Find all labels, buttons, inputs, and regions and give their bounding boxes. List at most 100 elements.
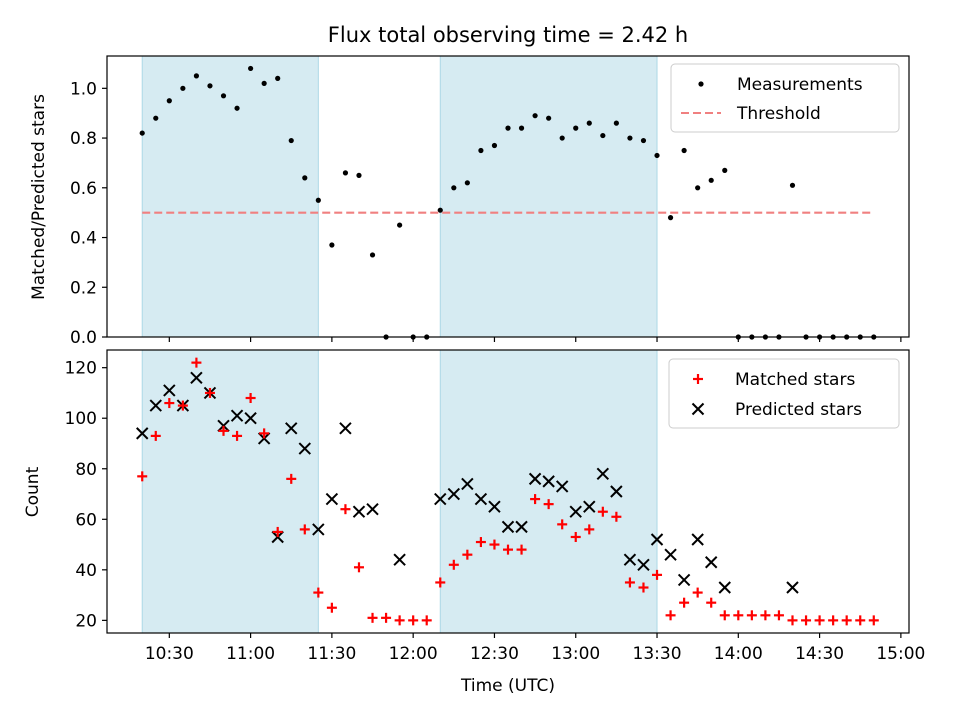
matched-stars-point bbox=[435, 577, 446, 588]
measurement-point bbox=[518, 125, 525, 131]
legend-matched-label: Matched stars bbox=[735, 370, 855, 390]
matched-stars-point bbox=[299, 524, 310, 535]
matched-stars-point bbox=[326, 602, 337, 613]
predicted-stars-point bbox=[230, 409, 244, 422]
predicted-stars-point bbox=[718, 581, 731, 594]
x-tick-label: 12:00 bbox=[389, 644, 438, 664]
matched-stars-point bbox=[706, 597, 717, 608]
measurement-point bbox=[356, 172, 362, 178]
matched-stars-point bbox=[448, 559, 459, 570]
predicted-stars-point bbox=[271, 530, 284, 544]
matched-stars-point bbox=[503, 544, 513, 555]
predicted-stars-point bbox=[488, 500, 501, 513]
matched-stars-point bbox=[868, 615, 879, 626]
predicted-stars-point bbox=[366, 502, 379, 516]
predicted-stars-point bbox=[434, 492, 447, 506]
top-legend: Measurements Threshold bbox=[670, 63, 900, 133]
legend-threshold-label: Threshold bbox=[736, 104, 821, 124]
measurement-point bbox=[342, 170, 349, 176]
matched-stars-point bbox=[665, 610, 676, 621]
y-tick-label: 0.2 bbox=[70, 278, 97, 298]
matched-stars-point bbox=[137, 471, 148, 482]
measurement-point bbox=[478, 147, 484, 154]
y-tick-label: 20 bbox=[75, 611, 97, 631]
measurement-point bbox=[248, 65, 254, 72]
matched-stars-point bbox=[801, 615, 812, 626]
predicted-stars-point bbox=[393, 553, 406, 566]
measurement-point bbox=[451, 185, 457, 191]
matched-stars-point bbox=[597, 506, 608, 517]
y-tick-label: 1.0 bbox=[70, 79, 97, 99]
legend-matched-marker bbox=[693, 374, 703, 384]
legend-measurements-marker bbox=[698, 81, 704, 87]
predicted-stars-point bbox=[664, 548, 677, 561]
measurement-point bbox=[613, 120, 619, 126]
x-tick-label: 13:00 bbox=[551, 644, 600, 664]
predicted-stars-point bbox=[298, 442, 311, 455]
measurement-point bbox=[722, 167, 728, 173]
predicted-stars-point bbox=[149, 399, 162, 412]
matched-stars-point bbox=[353, 562, 364, 573]
measurement-point bbox=[275, 75, 281, 81]
matched-stars-point bbox=[272, 526, 283, 537]
matched-stars-point bbox=[421, 615, 432, 626]
y-tick-label: 0.8 bbox=[70, 129, 97, 149]
measurement-point bbox=[681, 147, 687, 154]
measurement-point bbox=[261, 80, 267, 86]
bottom-y-axis-ticks: 20 40 60 80 100 120 bbox=[65, 359, 107, 631]
matched-stars-point bbox=[218, 425, 229, 436]
matched-stars-point bbox=[191, 357, 202, 368]
measurement-point bbox=[153, 115, 159, 121]
predicted-stars-point bbox=[461, 477, 474, 491]
measurement-point bbox=[640, 137, 647, 144]
x-tick-label: 11:00 bbox=[226, 644, 275, 664]
measurement-point bbox=[220, 93, 227, 99]
matched-stars-point bbox=[611, 511, 622, 522]
measurement-point bbox=[654, 152, 660, 159]
matched-stars-point bbox=[679, 597, 690, 608]
top-legend-box bbox=[670, 63, 900, 133]
matched-stars-point bbox=[259, 428, 270, 439]
measurement-point bbox=[139, 130, 145, 136]
predicted-stars-point bbox=[312, 523, 325, 536]
matched-stars-point bbox=[841, 615, 852, 626]
matched-stars-point bbox=[760, 610, 771, 621]
x-tick-label: 10:30 bbox=[145, 644, 194, 664]
predicted-stars-point bbox=[501, 520, 515, 534]
measurement-point bbox=[369, 252, 376, 258]
predicted-stars-point bbox=[528, 472, 542, 486]
predicted-stars-point bbox=[542, 475, 555, 488]
measurement-point bbox=[559, 135, 565, 141]
predicted-stars-point bbox=[623, 553, 637, 566]
bottom-y-axis-label: Count bbox=[23, 466, 43, 517]
bottom-data-marks bbox=[136, 357, 879, 626]
shaded-interval bbox=[439, 55, 658, 338]
matched-stars-point bbox=[245, 393, 256, 404]
matched-stars-point bbox=[150, 430, 161, 441]
top-panel: 0.0 0.2 0.4 0.6 0.8 1.0 Matched/Predicted sta… bbox=[29, 55, 910, 348]
predicted-stars-point bbox=[515, 520, 528, 534]
bottom-axes-frame bbox=[106, 349, 910, 634]
predicted-stars-point bbox=[257, 432, 271, 445]
matched-stars-point bbox=[652, 569, 663, 580]
y-tick-label: 120 bbox=[65, 359, 97, 379]
measurement-point bbox=[695, 185, 701, 191]
x-tick-label: 12:30 bbox=[470, 644, 519, 664]
chart-title: Flux total observing time = 2.42 h bbox=[328, 23, 688, 47]
measurement-point bbox=[180, 85, 186, 91]
y-tick-label: 80 bbox=[75, 460, 97, 480]
predicted-stars-point bbox=[596, 467, 610, 481]
matched-stars-point bbox=[624, 577, 635, 588]
x-axis-label: Time (UTC) bbox=[460, 676, 555, 696]
y-tick-label: 100 bbox=[65, 409, 97, 429]
measurement-point bbox=[667, 215, 674, 221]
matched-stars-point bbox=[557, 519, 568, 530]
legend-predicted-label: Predicted stars bbox=[735, 400, 862, 420]
y-tick-label: 0.4 bbox=[70, 229, 97, 249]
matched-stars-point bbox=[543, 499, 554, 510]
matched-stars-point bbox=[584, 524, 595, 535]
matched-stars-point bbox=[394, 615, 405, 626]
matched-stars-point bbox=[381, 612, 392, 623]
measurement-point bbox=[302, 175, 308, 181]
